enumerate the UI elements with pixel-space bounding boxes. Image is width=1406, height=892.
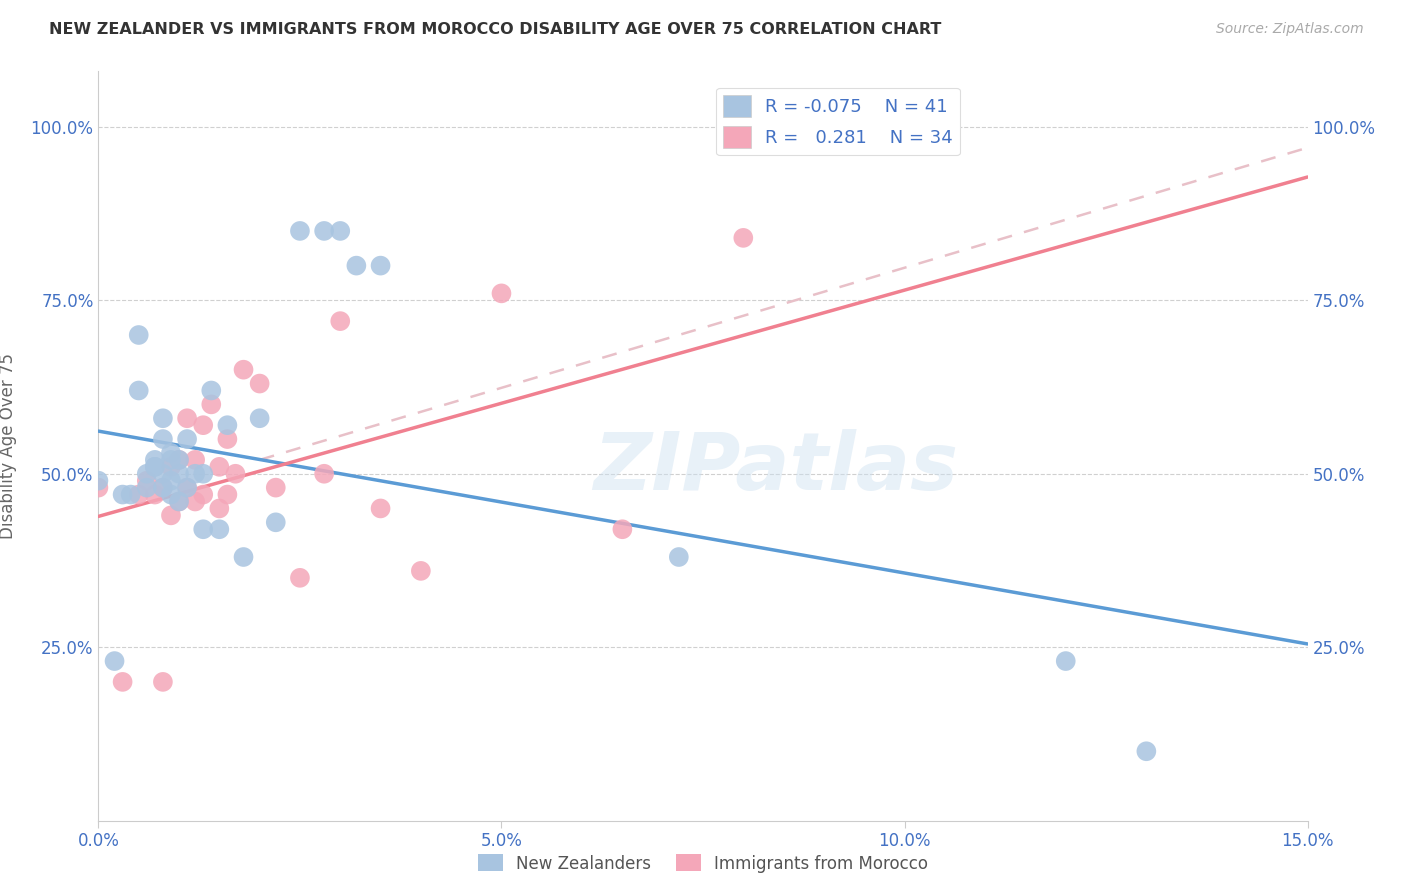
Point: [344, 259, 367, 273]
Point: [176, 481, 198, 495]
Point: [491, 286, 513, 301]
Point: [160, 459, 183, 474]
Point: [152, 481, 174, 495]
Point: [200, 397, 222, 411]
Point: [135, 481, 157, 495]
Point: [167, 453, 190, 467]
Point: [176, 432, 198, 446]
Point: [103, 654, 125, 668]
Point: [208, 501, 231, 516]
Point: [87, 481, 110, 495]
Point: [128, 328, 150, 343]
Point: [217, 487, 239, 501]
Point: [111, 487, 134, 501]
Point: [152, 674, 174, 689]
Legend: R = -0.075    N = 41, R =   0.281    N = 34: R = -0.075 N = 41, R = 0.281 N = 34: [716, 88, 960, 155]
Point: [184, 453, 207, 467]
Text: NEW ZEALANDER VS IMMIGRANTS FROM MOROCCO DISABILITY AGE OVER 75 CORRELATION CHAR: NEW ZEALANDER VS IMMIGRANTS FROM MOROCCO…: [49, 22, 942, 37]
Point: [193, 418, 215, 433]
Text: ZIPatlas: ZIPatlas: [593, 429, 957, 508]
Point: [329, 314, 352, 328]
Point: [135, 467, 157, 481]
Point: [143, 453, 166, 467]
Text: Source: ZipAtlas.com: Source: ZipAtlas.com: [1216, 22, 1364, 37]
Point: [176, 411, 198, 425]
Point: [128, 384, 150, 398]
Point: [193, 487, 215, 501]
Point: [152, 432, 174, 446]
Point: [217, 432, 239, 446]
Point: [264, 481, 287, 495]
Point: [143, 459, 166, 474]
Point: [733, 231, 755, 245]
Point: [160, 474, 183, 488]
Point: [208, 522, 231, 536]
Point: [314, 467, 336, 481]
Point: [208, 459, 231, 474]
Point: [167, 494, 190, 508]
Point: [288, 571, 311, 585]
Point: [152, 481, 174, 495]
Point: [612, 522, 634, 536]
Point: [370, 259, 392, 273]
Point: [217, 418, 239, 433]
Point: [409, 564, 432, 578]
Point: [184, 467, 207, 481]
Point: [143, 459, 166, 474]
Point: [167, 453, 190, 467]
Point: [176, 481, 198, 495]
Point: [264, 516, 287, 530]
Point: [200, 384, 222, 398]
Point: [128, 487, 150, 501]
Point: [152, 411, 174, 425]
Point: [232, 362, 254, 376]
Legend: New Zealanders, Immigrants from Morocco: New Zealanders, Immigrants from Morocco: [471, 847, 935, 880]
Point: [370, 501, 392, 516]
Point: [160, 453, 183, 467]
Point: [1054, 654, 1077, 668]
Point: [152, 467, 174, 481]
Point: [111, 674, 134, 689]
Point: [167, 467, 190, 481]
Point: [193, 467, 215, 481]
Point: [249, 376, 271, 391]
Point: [135, 474, 157, 488]
Point: [314, 224, 336, 238]
Point: [329, 224, 352, 238]
Point: [87, 474, 110, 488]
Point: [160, 446, 183, 460]
Point: [232, 549, 254, 564]
Y-axis label: Disability Age Over 75: Disability Age Over 75: [0, 353, 17, 539]
Point: [160, 487, 183, 501]
Point: [143, 487, 166, 501]
Point: [668, 549, 690, 564]
Point: [167, 494, 190, 508]
Point: [249, 411, 271, 425]
Point: [193, 522, 215, 536]
Point: [160, 508, 183, 523]
Point: [120, 487, 142, 501]
Point: [224, 467, 246, 481]
Point: [1135, 744, 1157, 758]
Point: [184, 494, 207, 508]
Point: [288, 224, 311, 238]
